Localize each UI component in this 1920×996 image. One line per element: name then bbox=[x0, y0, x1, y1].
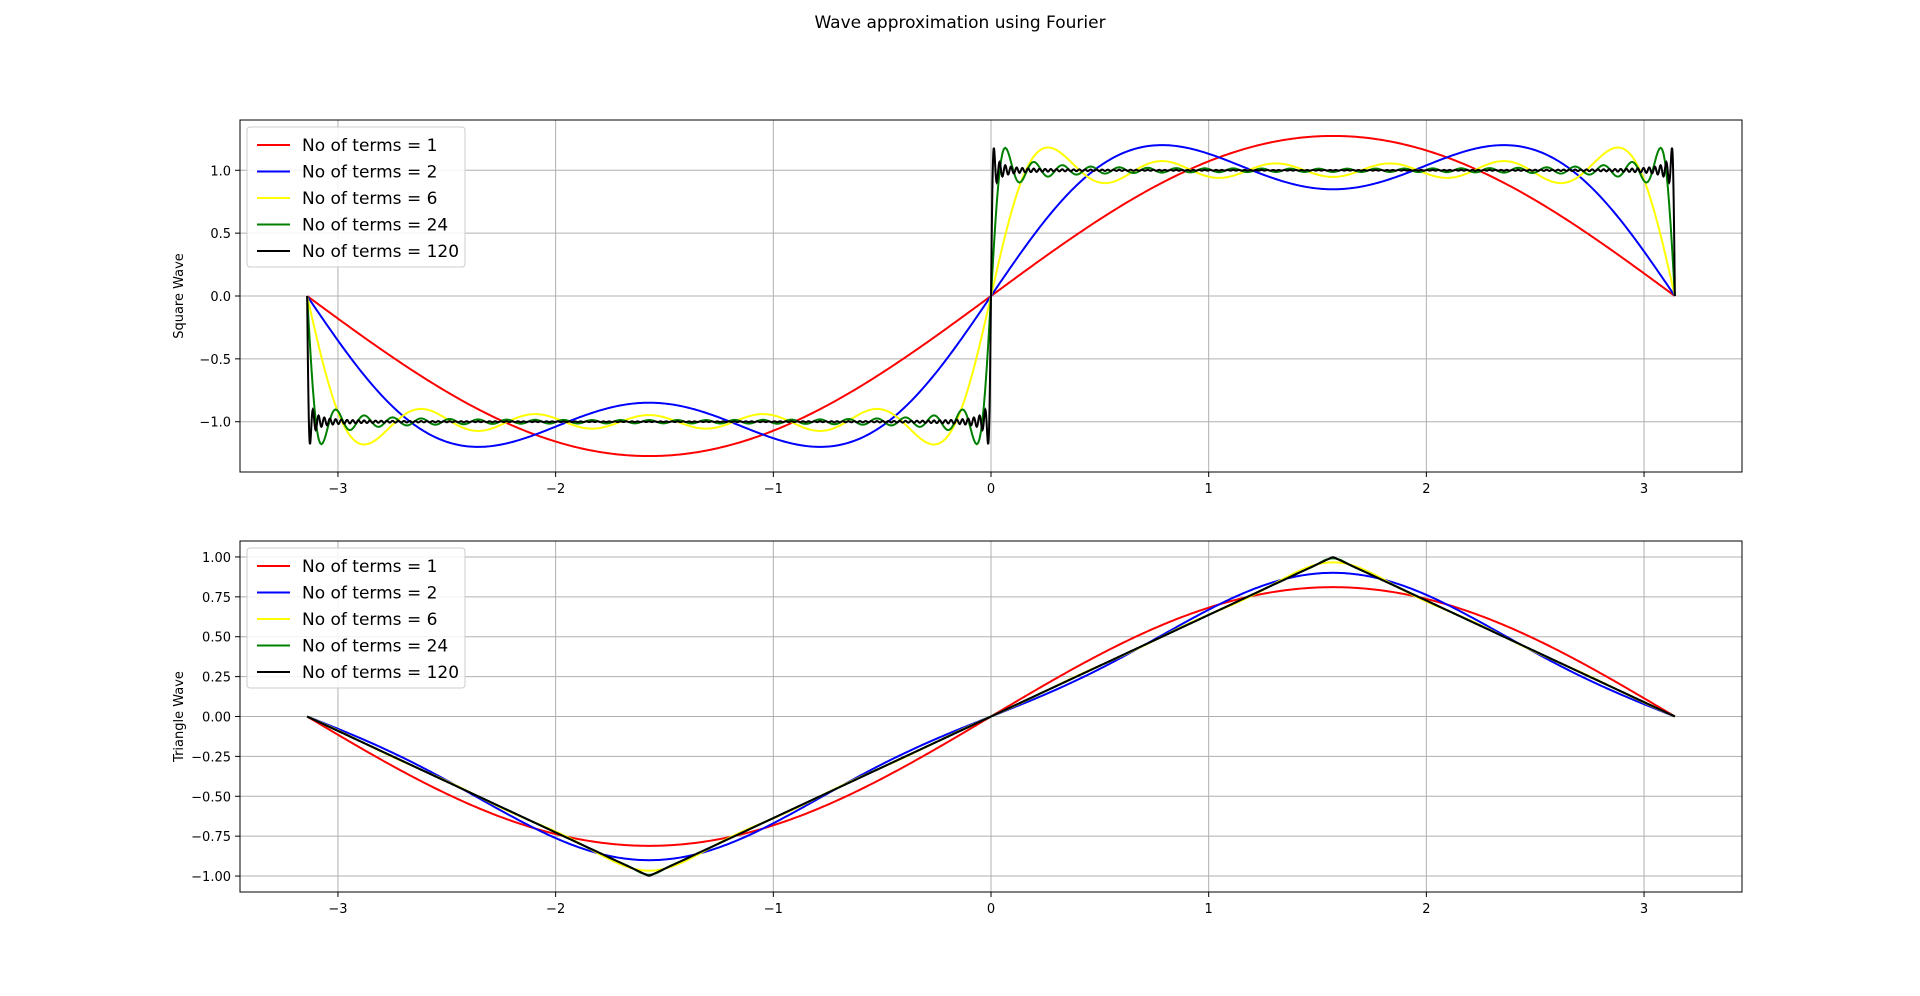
series-line-120-terms bbox=[306, 556, 1676, 877]
y-tick-label: −1.0 bbox=[199, 416, 231, 431]
figure-title: Wave approximation using Fourier bbox=[814, 13, 1105, 33]
legend-entry: No of terms = 6 bbox=[302, 189, 437, 209]
y-tick-label: −0.50 bbox=[191, 790, 231, 805]
legend-entry: No of terms = 24 bbox=[302, 637, 448, 657]
y-tick-label: 1.0 bbox=[210, 164, 231, 179]
x-tick-label: 0 bbox=[987, 482, 995, 497]
legend-entry: No of terms = 2 bbox=[302, 584, 437, 604]
x-tick-label: −1 bbox=[764, 902, 783, 917]
x-tick-label: 3 bbox=[1640, 902, 1648, 917]
y-tick-label: 0.50 bbox=[202, 631, 231, 646]
x-tick-label: 3 bbox=[1640, 482, 1648, 497]
y-axis-label: Square Wave bbox=[172, 253, 187, 339]
x-tick-label: 2 bbox=[1422, 482, 1430, 497]
triangle-wave-chart: −3 −2 −1 0 1 2 3 −1.00 −0.75 −0.50 −0.25 0.00 0.25 0.… bbox=[172, 540, 1743, 917]
x-tick-label: −2 bbox=[546, 902, 565, 917]
y-tick-label: 0.25 bbox=[202, 671, 231, 686]
legend-entry: No of terms = 1 bbox=[302, 136, 437, 156]
y-tick-label: 1.00 bbox=[202, 551, 231, 566]
x-tick-label: −1 bbox=[764, 482, 783, 497]
legend-entry: No of terms = 120 bbox=[302, 663, 459, 683]
legend-entry: No of terms = 24 bbox=[302, 216, 448, 236]
legend-entry: No of terms = 6 bbox=[302, 610, 437, 630]
legend-box bbox=[246, 547, 466, 689]
y-tick-label: 0.00 bbox=[202, 711, 231, 726]
square-wave-chart: −3 −2 −1 0 1 2 3 −1.0 −0.5 0.0 0.5 1.0 Square Wave No… bbox=[172, 119, 1743, 497]
x-tick-label: −3 bbox=[328, 902, 347, 917]
y-tick-label: 0.5 bbox=[210, 227, 231, 242]
y-tick-label: −0.5 bbox=[199, 353, 231, 368]
y-tick-label: −0.25 bbox=[191, 750, 231, 765]
y-tick-label: −1.00 bbox=[191, 870, 231, 885]
y-axis-label: Triangle Wave bbox=[172, 671, 187, 763]
legend-entry: No of terms = 1 bbox=[302, 557, 437, 577]
x-tick-label: −3 bbox=[328, 482, 347, 497]
legend-box bbox=[246, 126, 466, 268]
series-line-120-terms bbox=[306, 147, 1676, 445]
x-tick-label: 2 bbox=[1422, 902, 1430, 917]
x-tick-label: 1 bbox=[1205, 902, 1213, 917]
y-tick-label: −0.75 bbox=[191, 830, 231, 845]
x-tick-label: −2 bbox=[546, 482, 565, 497]
y-tick-label: 0.75 bbox=[202, 591, 231, 606]
x-tick-label: 0 bbox=[987, 902, 995, 917]
legend-entry: No of terms = 2 bbox=[302, 163, 437, 183]
legend: No of terms = 1 No of terms = 2 No of term… bbox=[246, 126, 466, 268]
legend-entry: No of terms = 120 bbox=[302, 242, 459, 262]
y-tick-label: 0.0 bbox=[210, 290, 231, 305]
legend: No of terms = 1 No of terms = 2 No of term… bbox=[246, 547, 466, 689]
x-tick-label: 1 bbox=[1205, 482, 1213, 497]
